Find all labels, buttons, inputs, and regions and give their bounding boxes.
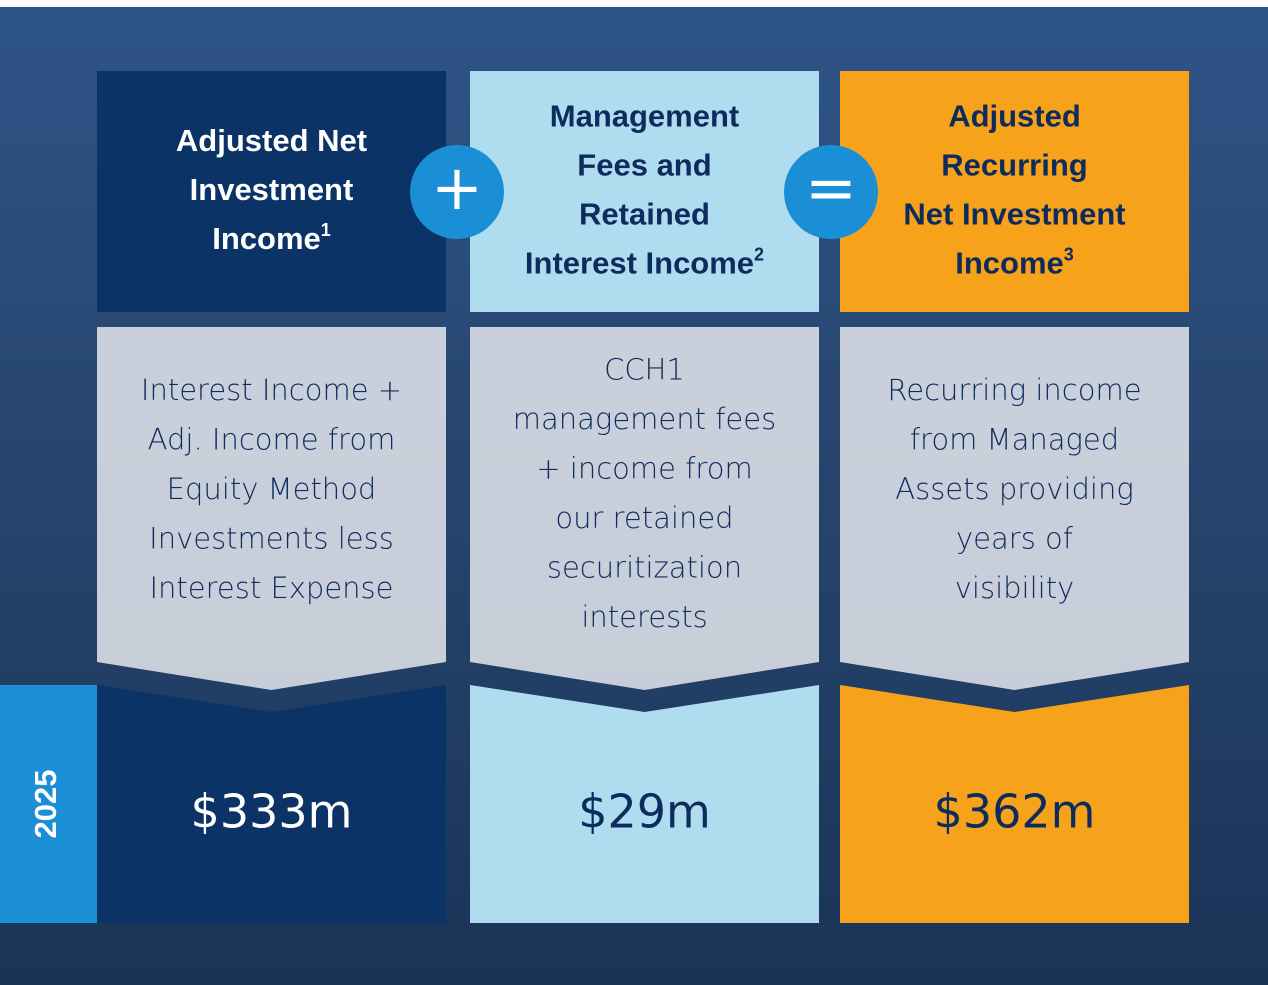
description-line: Adj. Income from — [148, 423, 396, 457]
top-strip — [0, 0, 1268, 7]
description-line: Recurring income — [887, 373, 1141, 407]
description-line: Equity Method — [167, 472, 377, 506]
header-title: Adjusted Net — [176, 123, 367, 158]
footnote: 3 — [1064, 244, 1074, 264]
header-title: Net Investment — [903, 197, 1125, 232]
description-line: CCH1 — [604, 352, 685, 386]
description-line: Assets providing — [895, 472, 1134, 506]
title-line: Adjusted — [948, 99, 1081, 134]
title-line: Investment — [190, 172, 354, 207]
value: $362m — [934, 785, 1096, 839]
description-line: securitization — [547, 550, 742, 584]
footnote: 1 — [321, 220, 331, 240]
title-line: Income — [955, 246, 1064, 281]
title-line: Income — [212, 221, 321, 256]
description-line: interests — [581, 600, 707, 634]
footnote: 2 — [754, 244, 764, 264]
title-line: Interest Income — [525, 246, 754, 281]
header-title: Management — [550, 99, 739, 134]
description-line: Interest Expense — [149, 571, 393, 605]
header-title: Adjusted — [948, 99, 1081, 134]
description-line: years of — [956, 522, 1074, 556]
header-title: Income1 — [212, 220, 331, 256]
description-line: Investments less — [149, 522, 394, 556]
operator: + — [431, 151, 483, 224]
value: $333m — [191, 785, 353, 839]
title-line: Adjusted Net — [176, 123, 367, 158]
title-line: Fees and — [577, 148, 711, 183]
title-line: Management — [550, 99, 739, 134]
description-line: management fees — [513, 402, 776, 436]
header-title: Recurring — [941, 148, 1087, 183]
header-title: Interest Income2 — [525, 244, 764, 280]
title-line: Net Investment — [903, 197, 1125, 232]
page: 2025 Adjusted NetInvestmentIncome1Intere… — [0, 0, 1268, 985]
value: $29m — [578, 785, 711, 839]
year-label: 2025 — [28, 770, 63, 839]
title-line: Retained — [579, 197, 710, 232]
description-line: from Managed — [910, 423, 1119, 457]
header-title: Income3 — [955, 244, 1074, 280]
diagram: 2025 Adjusted NetInvestmentIncome1Intere… — [0, 0, 1268, 985]
description-line: + income from — [536, 451, 752, 485]
operator: = — [805, 151, 857, 224]
description-line: our retained — [555, 501, 733, 535]
description-line: Interest Income + — [141, 373, 402, 407]
header-title: Retained — [579, 197, 710, 232]
header-title: Investment — [190, 172, 354, 207]
title-line: Recurring — [941, 148, 1087, 183]
header-title: Fees and — [577, 148, 711, 183]
description-line: visibility — [955, 571, 1075, 605]
